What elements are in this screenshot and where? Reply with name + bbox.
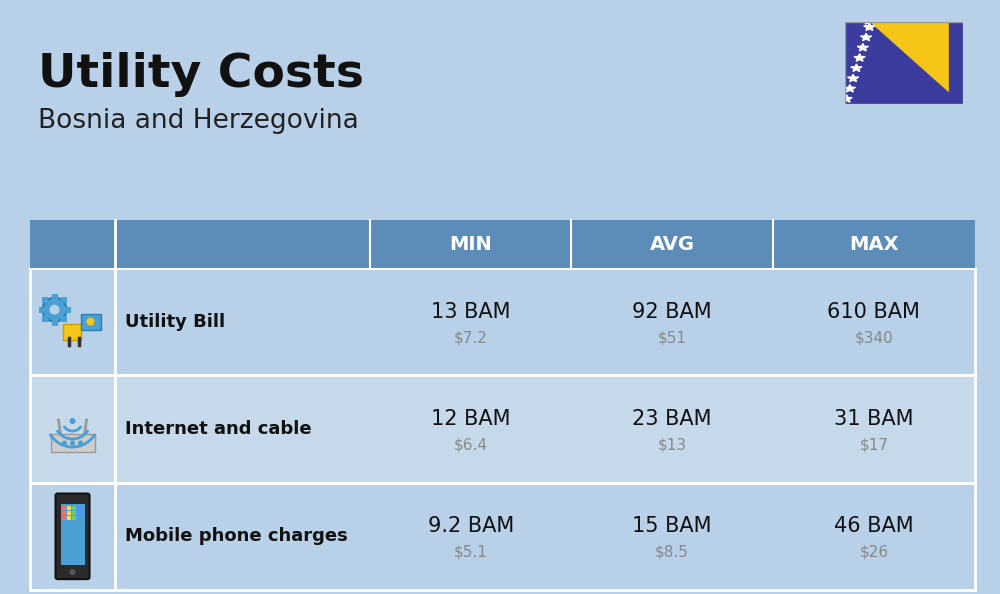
Bar: [62, 505, 66, 510]
Bar: [30, 483, 975, 590]
Text: $26: $26: [859, 545, 888, 560]
Bar: [39, 307, 45, 312]
Text: 12 BAM: 12 BAM: [431, 409, 511, 429]
Text: MAX: MAX: [849, 235, 899, 254]
Circle shape: [78, 441, 83, 446]
Text: $7.2: $7.2: [454, 330, 488, 345]
Text: Internet and cable: Internet and cable: [125, 420, 312, 438]
Circle shape: [87, 318, 95, 326]
Text: 23 BAM: 23 BAM: [632, 409, 712, 429]
Bar: [30, 375, 975, 483]
Circle shape: [70, 569, 76, 575]
Text: MIN: MIN: [449, 235, 492, 254]
Text: 15 BAM: 15 BAM: [632, 516, 712, 536]
Polygon shape: [860, 33, 872, 41]
Text: AVG: AVG: [650, 235, 695, 254]
Bar: [62, 516, 66, 520]
Text: $51: $51: [658, 330, 687, 345]
Text: 31 BAM: 31 BAM: [834, 409, 914, 429]
Bar: [72, 505, 76, 510]
Polygon shape: [864, 20, 871, 24]
Bar: [30, 268, 975, 375]
Polygon shape: [851, 64, 862, 71]
Text: 9.2 BAM: 9.2 BAM: [428, 516, 514, 536]
Bar: [67, 511, 71, 514]
Bar: [42, 316, 48, 322]
Bar: [67, 505, 71, 510]
Polygon shape: [844, 84, 855, 92]
Bar: [77, 505, 81, 510]
Bar: [61, 298, 67, 304]
Text: $13: $13: [658, 438, 687, 453]
Bar: [63, 324, 81, 340]
Bar: [61, 316, 67, 322]
Polygon shape: [841, 95, 852, 102]
Polygon shape: [959, 102, 967, 106]
Circle shape: [43, 298, 67, 322]
Bar: [42, 298, 48, 304]
Polygon shape: [854, 54, 865, 61]
Bar: [52, 320, 58, 326]
Bar: [65, 307, 71, 312]
Bar: [949, 22, 963, 104]
Circle shape: [50, 305, 60, 315]
Text: Bosnia and Herzegovina: Bosnia and Herzegovina: [38, 108, 359, 134]
Text: 46 BAM: 46 BAM: [834, 516, 914, 536]
Text: 92 BAM: 92 BAM: [632, 302, 712, 322]
Bar: [72, 516, 76, 520]
Text: $17: $17: [859, 438, 888, 453]
Bar: [72, 511, 76, 514]
Bar: [52, 293, 58, 299]
Circle shape: [70, 418, 76, 424]
Circle shape: [62, 441, 67, 446]
Polygon shape: [871, 22, 963, 104]
Bar: [81, 314, 101, 330]
Text: Utility Costs: Utility Costs: [38, 52, 364, 97]
Bar: [61, 504, 85, 565]
Text: 610 BAM: 610 BAM: [827, 302, 920, 322]
Polygon shape: [857, 43, 868, 51]
Polygon shape: [848, 74, 859, 82]
Text: Utility Bill: Utility Bill: [125, 312, 225, 331]
Bar: [77, 511, 81, 514]
Text: Mobile phone charges: Mobile phone charges: [125, 527, 348, 545]
Text: $5.1: $5.1: [454, 545, 488, 560]
Circle shape: [70, 441, 75, 446]
Text: $6.4: $6.4: [454, 438, 488, 453]
Polygon shape: [864, 23, 875, 30]
FancyBboxPatch shape: [56, 494, 90, 579]
Bar: [30, 220, 975, 268]
Text: 13 BAM: 13 BAM: [431, 302, 511, 322]
Bar: [51, 434, 95, 452]
Text: $340: $340: [855, 330, 893, 345]
Bar: [62, 511, 66, 514]
Bar: [67, 516, 71, 520]
Text: $8.5: $8.5: [655, 545, 689, 560]
